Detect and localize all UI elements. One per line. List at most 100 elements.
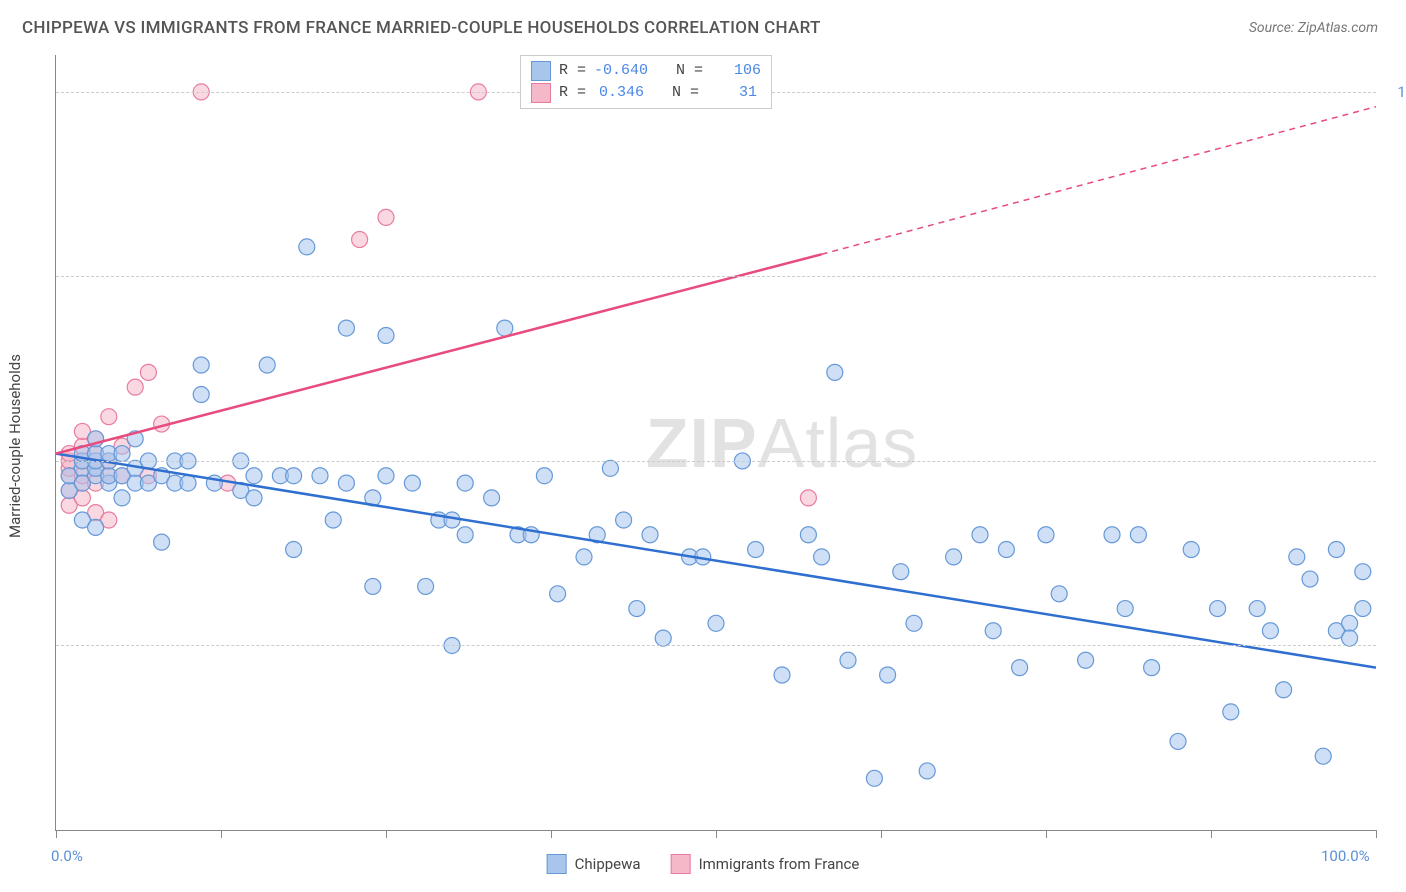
data-point	[497, 320, 513, 336]
data-point	[180, 475, 196, 491]
swatch-blue	[547, 854, 567, 874]
stat-r-pink: 0.346	[594, 82, 644, 104]
data-point	[286, 468, 302, 484]
data-point	[748, 542, 764, 558]
data-point	[774, 667, 790, 683]
data-point	[1170, 733, 1186, 749]
trendline-pink-solid	[56, 254, 822, 453]
swatch-pink	[531, 83, 551, 103]
data-point	[880, 667, 896, 683]
legend-item-chippewa: Chippewa	[547, 854, 641, 874]
x-tick	[386, 830, 387, 838]
data-point	[985, 623, 1001, 639]
stat-n-label: N =	[672, 82, 699, 104]
data-point	[1302, 571, 1318, 587]
data-point	[1078, 652, 1094, 668]
data-point	[616, 512, 632, 528]
data-point	[1117, 601, 1133, 617]
data-point	[866, 770, 882, 786]
data-point	[1104, 527, 1120, 543]
data-point	[655, 630, 671, 646]
x-tick	[1376, 830, 1377, 838]
data-point	[457, 527, 473, 543]
y-tick-label: 75.0%	[1386, 267, 1406, 285]
data-point	[1223, 704, 1239, 720]
gridline	[56, 276, 1376, 277]
data-point	[840, 652, 856, 668]
data-point	[1328, 542, 1344, 558]
data-point	[550, 586, 566, 602]
source-attribution: Source: ZipAtlas.com	[1249, 20, 1378, 36]
plot-area: ZIPAtlas 25.0%50.0%75.0%100.0%0.0%100.0%	[55, 55, 1376, 831]
data-point	[444, 512, 460, 528]
data-point	[404, 475, 420, 491]
data-point	[642, 527, 658, 543]
data-point	[1262, 623, 1278, 639]
data-point	[906, 615, 922, 631]
data-point	[378, 209, 394, 225]
swatch-blue	[531, 61, 551, 81]
data-point	[1342, 615, 1358, 631]
data-point	[484, 490, 500, 506]
data-point	[814, 549, 830, 565]
data-point	[457, 475, 473, 491]
data-point	[1289, 549, 1305, 565]
data-point	[998, 542, 1014, 558]
x-tick	[1211, 830, 1212, 838]
data-point	[246, 490, 262, 506]
data-point	[365, 578, 381, 594]
data-point	[1315, 748, 1331, 764]
data-point	[972, 527, 988, 543]
x-tick	[221, 830, 222, 838]
data-point	[352, 232, 368, 248]
stat-r-label: R =	[559, 60, 586, 82]
data-point	[602, 460, 618, 476]
legend-item-france: Immigrants from France	[671, 854, 860, 874]
data-point	[576, 549, 592, 565]
gridline	[56, 645, 1376, 646]
data-point	[114, 490, 130, 506]
data-point	[193, 387, 209, 403]
data-point	[418, 578, 434, 594]
data-point	[312, 468, 328, 484]
stat-r-blue: -0.640	[594, 60, 648, 82]
x-tick	[56, 830, 57, 838]
y-axis-label: Married-couple Households	[6, 354, 24, 538]
legend-row-pink: R = 0.346 N = 31	[531, 82, 761, 104]
x-tick	[1046, 830, 1047, 838]
x-tick-label: 100.0%	[1321, 847, 1370, 865]
data-point	[246, 468, 262, 484]
chart-title: CHIPPEWA VS IMMIGRANTS FROM FRANCE MARRI…	[22, 18, 821, 38]
stat-n-label: N =	[676, 60, 703, 82]
data-point	[101, 409, 117, 425]
data-point	[140, 364, 156, 380]
x-tick	[716, 830, 717, 838]
x-tick	[551, 830, 552, 838]
gridline	[56, 461, 1376, 462]
data-point	[800, 527, 816, 543]
data-point	[378, 327, 394, 343]
swatch-pink	[671, 854, 691, 874]
data-point	[919, 763, 935, 779]
data-point	[946, 549, 962, 565]
data-point	[893, 564, 909, 580]
legend-label-chippewa: Chippewa	[575, 855, 641, 873]
data-point	[114, 446, 130, 462]
x-tick-label: 0.0%	[51, 847, 83, 865]
trendline-pink-dash	[822, 107, 1376, 255]
data-point	[536, 468, 552, 484]
stat-n-blue: 106	[711, 60, 761, 82]
stat-r-label: R =	[559, 82, 586, 104]
data-point	[629, 601, 645, 617]
y-tick-label: 25.0%	[1386, 636, 1406, 654]
data-point	[1183, 542, 1199, 558]
y-tick-label: 100.0%	[1386, 83, 1406, 101]
data-point	[1249, 601, 1265, 617]
y-tick-label: 50.0%	[1386, 452, 1406, 470]
data-point	[1355, 564, 1371, 580]
series-legend: Chippewa Immigrants from France	[547, 854, 860, 874]
correlation-legend: R = -0.640 N = 106 R = 0.346 N = 31	[520, 55, 772, 109]
data-point	[827, 364, 843, 380]
data-point	[286, 542, 302, 558]
data-point	[1130, 527, 1146, 543]
